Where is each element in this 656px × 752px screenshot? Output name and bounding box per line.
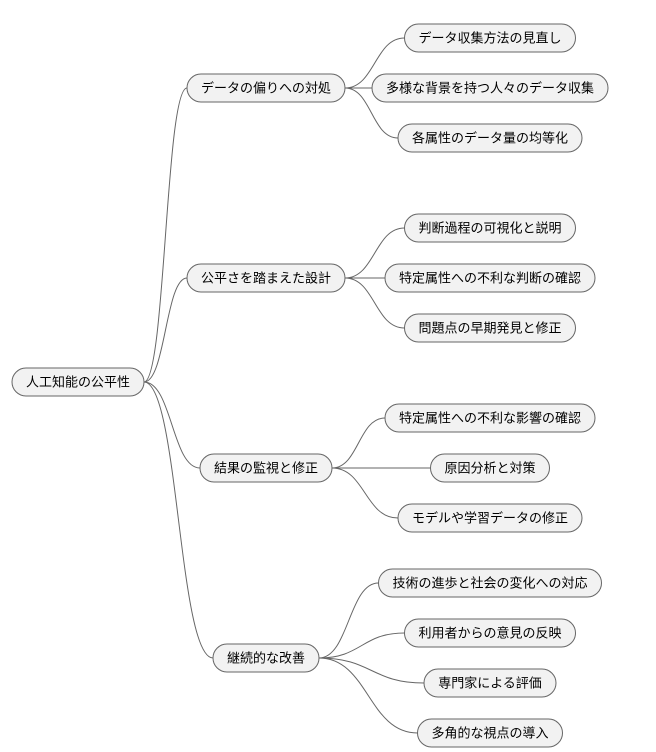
node-l42: 利用者からの意見の反映	[405, 619, 576, 647]
nodes: 人工知能の公平性 データの偏りへの対処公平さを踏まえた設計結果の監視と修正継続的な…	[12, 24, 608, 747]
node-label: 専門家による評価	[438, 675, 542, 690]
node-l21: 判断過程の可視化と説明	[405, 214, 576, 242]
node-label: 特定属性への不利な判断の確認	[399, 270, 581, 285]
node-l32: 原因分析と対策	[431, 454, 550, 482]
node-label: 多様な背景を持つ人々のデータ収集	[386, 80, 594, 95]
mindmap-diagram: 人工知能の公平性 データの偏りへの対処公平さを踏まえた設計結果の監視と修正継続的な…	[0, 0, 656, 752]
node-l44: 多角的な視点の導入	[418, 719, 563, 747]
node-label: 技術の進歩と社会の変化への対応	[392, 575, 587, 590]
node-l11: データ収集方法の見直し	[405, 24, 576, 52]
node-label: 特定属性への不利な影響の確認	[399, 410, 581, 425]
node-label: モデルや学習データの修正	[412, 510, 568, 525]
node-label: 多角的な視点の導入	[431, 725, 548, 740]
node-l31: 特定属性への不利な影響の確認	[385, 404, 595, 432]
edges	[144, 38, 431, 733]
node-l12: 多様な背景を持つ人々のデータ収集	[372, 74, 608, 102]
node-label: 判断過程の可視化と説明	[418, 220, 561, 235]
node-label: 継続的な改善	[227, 650, 305, 665]
node-b3: 結果の監視と修正	[200, 454, 332, 482]
node-l41: 技術の進歩と社会の変化への対応	[379, 569, 602, 597]
edge	[319, 583, 379, 658]
edge	[332, 418, 385, 468]
node-l33: モデルや学習データの修正	[398, 504, 582, 532]
edge	[144, 382, 200, 468]
node-label: 公平さを踏まえた設計	[201, 270, 331, 285]
edge	[332, 468, 398, 518]
node-b1: データの偏りへの対処	[187, 74, 345, 102]
node-l22: 特定属性への不利な判断の確認	[385, 264, 595, 292]
node-label: 問題点の早期発見と修正	[418, 320, 561, 335]
node-label: 各属性のデータ量の均等化	[412, 130, 568, 145]
edge	[144, 382, 213, 658]
node-label: データの偏りへの対処	[201, 80, 331, 95]
node-b2: 公平さを踏まえた設計	[187, 264, 345, 292]
edge	[144, 88, 187, 382]
edge	[144, 278, 187, 382]
node-label: 利用者からの意見の反映	[418, 625, 561, 640]
node-label: 原因分析と対策	[444, 460, 535, 475]
node-label: 結果の監視と修正	[214, 460, 318, 475]
node-label: データ収集方法の見直し	[418, 30, 561, 45]
node-root: 人工知能の公平性	[12, 368, 144, 396]
node-label: 人工知能の公平性	[26, 374, 130, 389]
node-l43: 専門家による評価	[424, 669, 556, 697]
edge	[319, 633, 405, 658]
edge	[319, 658, 424, 683]
node-l13: 各属性のデータ量の均等化	[398, 124, 582, 152]
node-b4: 継続的な改善	[213, 644, 319, 672]
node-l23: 問題点の早期発見と修正	[405, 314, 576, 342]
